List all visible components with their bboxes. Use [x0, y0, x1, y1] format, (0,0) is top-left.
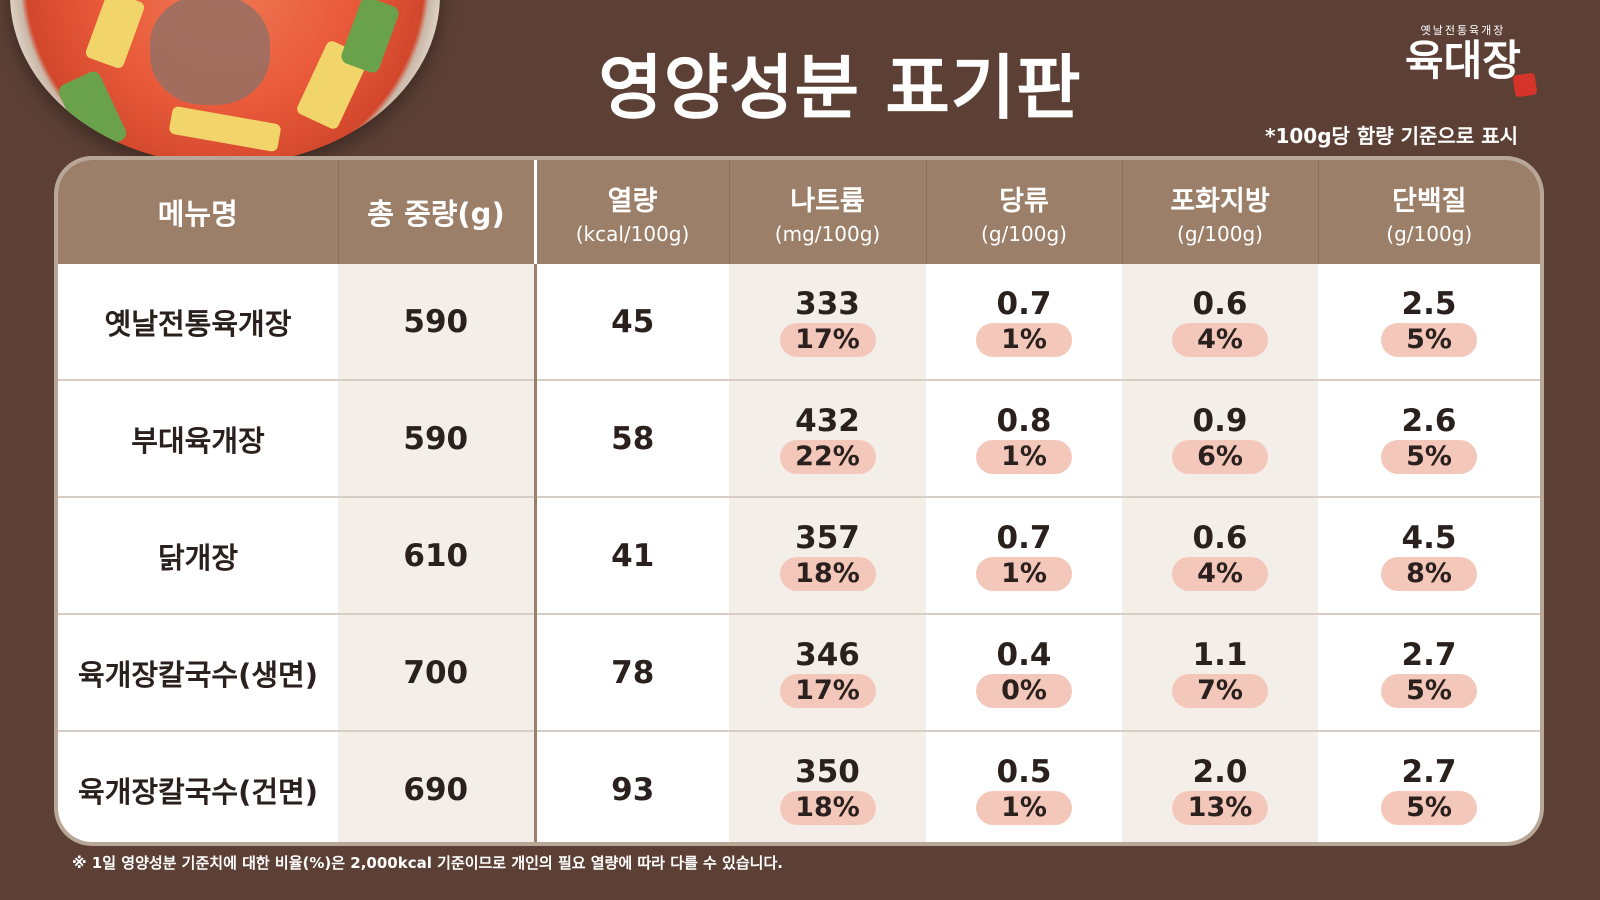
brand-logo: 옛날전통육개장 육대장: [1388, 22, 1538, 102]
saturated-fat-percent-badge: 6%: [1172, 439, 1268, 474]
sugar-percent-badge: 1%: [976, 790, 1072, 825]
table-row: 육개장칼국수(생면) 700 78 346 17% 0.4 0% 1.1 7% …: [58, 614, 1540, 732]
protein-cell: 4.5 8%: [1318, 497, 1540, 615]
protein-value: 2.7: [1401, 636, 1457, 673]
saturated-fat-cell: 0.6 4%: [1122, 264, 1318, 381]
protein-value: 2.6: [1401, 402, 1457, 439]
sugar-cell: 0.7 1%: [926, 497, 1122, 615]
seal-stamp-icon: [1512, 72, 1538, 98]
brand-tagline: 옛날전통육개장: [1420, 24, 1506, 37]
sodium-value: 333: [795, 285, 860, 322]
sugar-value: 0.7: [996, 519, 1052, 556]
total-weight-cell: 610: [338, 497, 537, 615]
sodium-value: 350: [795, 753, 860, 790]
menu-name-cell: 부대육개장: [58, 380, 338, 498]
protein-value: 4.5: [1401, 519, 1457, 556]
protein-cell: 2.7 5%: [1318, 614, 1540, 732]
table-row: 부대육개장 590 58 432 22% 0.8 1% 0.9 6% 2.6 5…: [58, 380, 1540, 498]
sodium-percent-badge: 18%: [779, 790, 876, 825]
protein-cell: 2.7 5%: [1318, 731, 1540, 842]
saturated-fat-cell: 1.1 7%: [1122, 614, 1318, 732]
column-header-saturated-fat: 포화지방 (g/100g): [1122, 160, 1319, 264]
calories-cell: 45: [535, 264, 729, 381]
calories-cell: 41: [535, 497, 729, 615]
sugar-percent-badge: 1%: [976, 556, 1072, 591]
protein-percent-badge: 5%: [1381, 790, 1477, 825]
saturated-fat-value: 0.6: [1192, 285, 1248, 322]
total-weight-cell: 690: [338, 731, 537, 842]
total-weight-cell: 590: [338, 264, 537, 381]
column-header-sodium: 나트륨 (mg/100g): [729, 160, 927, 264]
table-header-row: 메뉴명 총 중량(g) 열량 (kcal/100g) 나트륨 (mg/100g)…: [58, 160, 1540, 264]
sugar-percent-badge: 1%: [976, 439, 1072, 474]
sodium-value: 346: [795, 636, 860, 673]
nutrition-table: 메뉴명 총 중량(g) 열량 (kcal/100g) 나트륨 (mg/100g)…: [58, 160, 1540, 842]
sodium-value: 432: [795, 402, 860, 439]
yukgaejang-bowl-image: [10, 0, 440, 165]
saturated-fat-percent-badge: 7%: [1172, 673, 1268, 708]
menu-name-cell: 옛날전통육개장: [58, 264, 338, 381]
sodium-cell: 346 17%: [729, 614, 926, 732]
calories-cell: 78: [535, 614, 729, 732]
menu-name-cell: 육개장칼국수(생면): [58, 614, 338, 732]
sugar-value: 0.7: [996, 285, 1052, 322]
calories-cell: 93: [611, 771, 655, 808]
sugar-cell: 0.7 1%: [926, 264, 1122, 381]
total-weight-cell: 590: [338, 380, 537, 498]
column-header-calories: 열량 (kcal/100g): [535, 160, 730, 264]
sodium-percent-badge: 17%: [779, 322, 876, 357]
protein-percent-badge: 8%: [1381, 556, 1477, 591]
menu-name-cell: 닭개장: [58, 497, 338, 615]
sugar-value: 0.8: [996, 402, 1052, 439]
protein-cell: 2.6 5%: [1318, 380, 1540, 498]
saturated-fat-value: 0.6: [1192, 519, 1248, 556]
saturated-fat-value: 2.0: [1192, 753, 1248, 790]
saturated-fat-cell: 0.6 4%: [1122, 497, 1318, 615]
sugar-value: 0.5: [996, 753, 1052, 790]
saturated-fat-percent-badge: 4%: [1172, 322, 1268, 357]
saturated-fat-cell: 0.9 6%: [1122, 380, 1318, 498]
saturated-fat-percent-badge: 4%: [1172, 556, 1268, 591]
brand-wordmark: 육대장: [1405, 36, 1521, 85]
saturated-fat-percent-badge: 13%: [1172, 790, 1268, 825]
saturated-fat-value: 0.9: [1192, 402, 1248, 439]
protein-cell: 2.5 5%: [1318, 264, 1540, 381]
table-row: 옛날전통육개장 590 45 333 17% 0.7 1% 0.6 4% 2.5: [58, 264, 1540, 381]
nutrition-table-card: 메뉴명 총 중량(g) 열량 (kcal/100g) 나트륨 (mg/100g)…: [58, 160, 1540, 842]
protein-percent-badge: 5%: [1381, 673, 1477, 708]
column-header-sugar: 당류 (g/100g): [926, 160, 1123, 264]
sugar-percent-badge: 1%: [976, 322, 1072, 357]
sugar-cell: 0.4 0%: [926, 614, 1122, 732]
sodium-cell: 333 17%: [729, 264, 926, 381]
sodium-percent-badge: 17%: [779, 673, 876, 708]
calories-cell: 58: [535, 380, 729, 498]
sugar-cell: 0.8 1%: [926, 380, 1122, 498]
menu-name-cell: 육개장칼국수(건면): [78, 774, 318, 809]
sodium-percent-badge: 18%: [779, 556, 876, 591]
sodium-cell: 357 18%: [729, 497, 926, 615]
protein-percent-badge: 5%: [1381, 322, 1477, 357]
total-weight-cell: 700: [338, 614, 537, 732]
shredded-beef-shape: [150, 0, 270, 105]
table-row: 닭개장 610 41 357 18% 0.7 1% 0.6 4% 4.5 8%: [58, 497, 1540, 615]
protein-value: 2.7: [1401, 753, 1457, 790]
sodium-cell: 350 18%: [729, 731, 926, 842]
sodium-value: 357: [795, 519, 860, 556]
sodium-cell: 432 22%: [729, 380, 926, 498]
protein-value: 2.5: [1401, 285, 1457, 322]
sugar-value: 0.4: [996, 636, 1052, 673]
basis-note: *100g당 함량 기준으로 표시: [1264, 124, 1518, 148]
table-row: 육개장칼국수(건면) 690 93 350 18% 0.5 1% 2.0 13%…: [58, 731, 1540, 842]
footnote: ※ 1일 영양성분 기준치에 대한 비율(%)은 2,000kcal 기준이므로…: [72, 854, 783, 872]
sugar-cell: 0.5 1%: [926, 731, 1122, 842]
sodium-percent-badge: 22%: [779, 439, 876, 474]
column-header-protein: 단백질 (g/100g): [1318, 160, 1540, 264]
saturated-fat-value: 1.1: [1192, 636, 1248, 673]
column-header-menu: 메뉴명: [58, 160, 339, 264]
sugar-percent-badge: 0%: [976, 673, 1072, 708]
column-header-total-weight: 총 중량(g): [338, 160, 537, 264]
protein-percent-badge: 5%: [1381, 439, 1477, 474]
saturated-fat-cell: 2.0 13%: [1122, 731, 1318, 842]
page-title: 영양성분 표기판: [598, 47, 1082, 129]
